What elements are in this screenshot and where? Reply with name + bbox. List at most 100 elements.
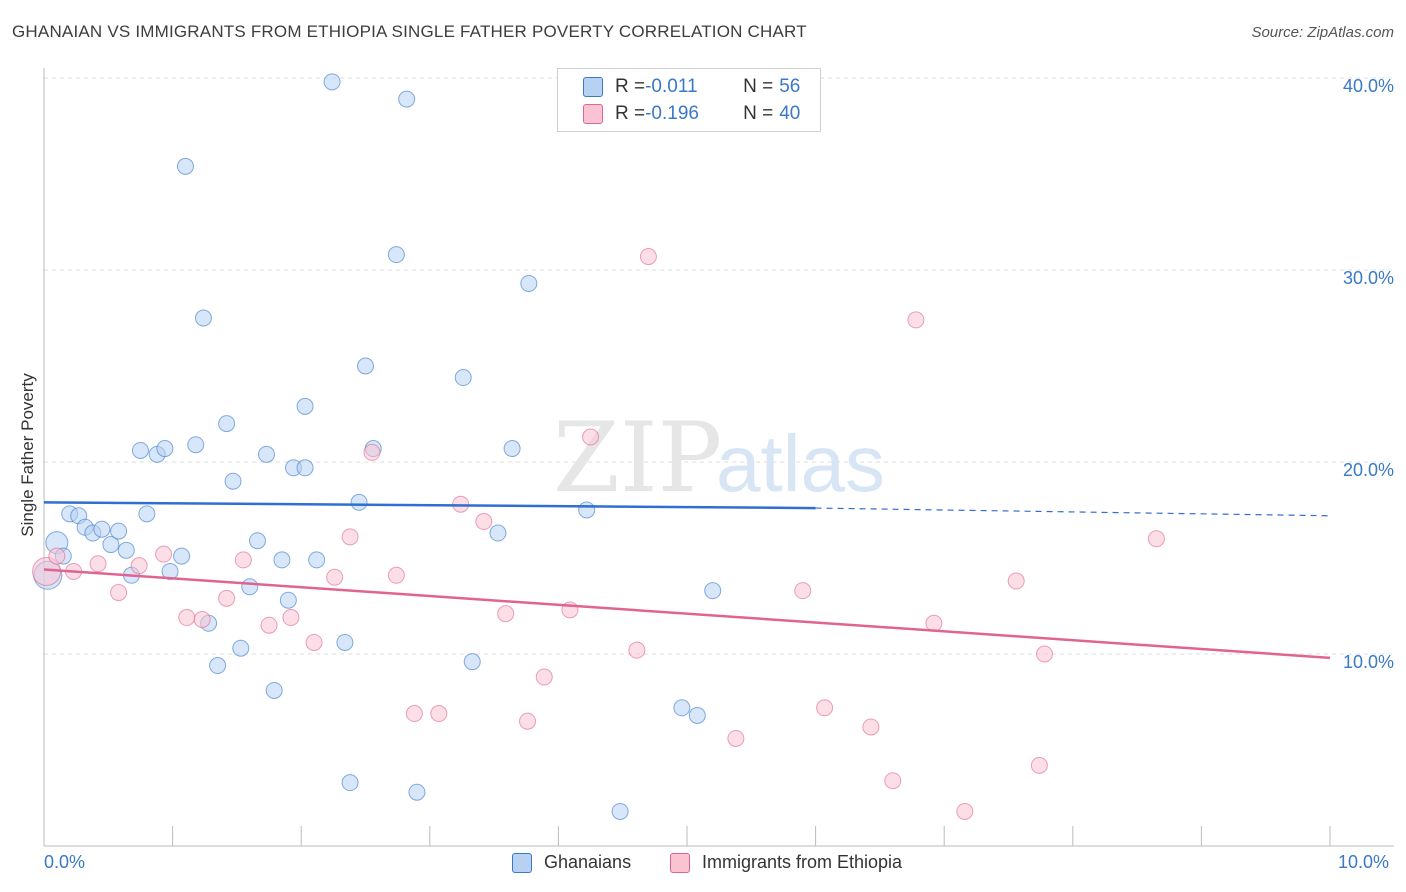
ghanaian-point — [341, 774, 359, 792]
ghanaian-point — [176, 157, 194, 175]
source-label: Source: ZipAtlas.com — [1251, 24, 1394, 41]
ethiopia-point — [387, 566, 405, 584]
ghanaian-point — [308, 551, 326, 569]
bottom-legend-swatch-blue — [512, 852, 532, 873]
ghanaian-point — [704, 582, 722, 600]
ghanaian-point — [102, 536, 120, 554]
ethiopia-point — [341, 528, 359, 546]
ethiopia-point — [1147, 530, 1165, 548]
ghanaian-point — [387, 246, 405, 264]
ethiopia-point — [907, 311, 925, 329]
ghanaian-point — [232, 639, 250, 657]
ethiopia-point — [956, 802, 974, 820]
ethiopia-point — [282, 609, 300, 627]
ethiopia-point — [405, 705, 423, 723]
ethiopia-point — [48, 547, 66, 565]
ethiopia-point — [475, 513, 493, 531]
x-tick-label-min: 0.0% — [44, 852, 86, 872]
ethiopia-point — [110, 584, 128, 602]
ghanaian-point — [463, 653, 481, 671]
ghanaian-point — [273, 551, 291, 569]
y-tick-label: 20.0% — [1342, 460, 1394, 480]
legend-n-value: 56 — [779, 76, 801, 97]
legend-n-label: N = — [743, 103, 774, 124]
ghanaian-point — [117, 541, 135, 559]
ghanaian-point — [503, 440, 521, 458]
bottom-legend-ghanaians: Ghanaians — [512, 852, 631, 873]
legend-n-value: 40 — [779, 103, 801, 124]
ethiopia-point — [862, 718, 880, 736]
ethiopia-point — [884, 772, 902, 790]
legend-row-ghanaians: R = -0.011 N = 56 — [558, 74, 800, 100]
ghanaian-point — [520, 274, 538, 292]
ghanaian-point — [156, 440, 174, 458]
y-tick-label: 10.0% — [1342, 652, 1394, 672]
ethiopia-point — [363, 443, 381, 461]
ghanaian-point — [279, 591, 297, 609]
ethiopia-point — [628, 641, 646, 659]
ghanaian-point — [611, 802, 629, 820]
ghanaian-point — [265, 681, 283, 699]
ghanaian-point — [194, 309, 212, 327]
ethiopia-point — [1030, 756, 1048, 774]
ethiopia-point — [794, 582, 812, 600]
y-tick-label: 40.0% — [1342, 76, 1394, 96]
series-name-ghanaians: Ghanaians — [544, 852, 632, 872]
ghanaian-point — [161, 562, 179, 580]
ghanaian-point — [257, 445, 275, 463]
ethiopia-point — [305, 633, 323, 651]
ethiopia-point — [130, 557, 148, 575]
bottom-legend-swatch-pink — [670, 852, 690, 873]
ghanaian-point — [224, 472, 242, 490]
ghanaian-point — [454, 369, 472, 387]
ghanaian-point — [688, 706, 706, 724]
ghanaian-point — [578, 501, 596, 519]
ghanaian-point — [131, 441, 149, 459]
chart-title: GHANAIAN VS IMMIGRANTS FROM ETHIOPIA SIN… — [12, 22, 807, 41]
ghanaian-point — [489, 524, 507, 542]
legend-r-label: R = — [615, 76, 646, 97]
ethiopia-trend-line — [43, 568, 1331, 660]
ghanaian-point — [138, 505, 156, 523]
ethiopia-point — [260, 616, 278, 634]
legend-swatch-blue — [583, 77, 603, 97]
bottom-legend-ethiopia: Immigrants from Ethiopia — [670, 852, 902, 873]
ethiopia-point — [178, 609, 196, 627]
watermark-zip: ZIP — [553, 402, 722, 514]
ghanaian-trend-line — [43, 501, 816, 510]
ghanaian-point — [357, 357, 374, 375]
ethiopia-point — [193, 610, 211, 628]
correlation-legend: R = -0.011 N = 56 R = -0.196 N = 40 — [557, 68, 821, 132]
ghanaian-trend-extension — [815, 507, 1331, 517]
ethiopia-point — [218, 589, 236, 607]
ghanaian-point — [93, 520, 111, 538]
ghanaian-point — [296, 397, 314, 415]
ethiopia-point — [925, 614, 943, 632]
ghanaian-point — [336, 633, 354, 651]
ethiopia-point — [1007, 572, 1025, 590]
ethiopia-point — [234, 551, 252, 569]
ghanaian-point — [241, 578, 259, 596]
ethiopia-point — [155, 545, 173, 563]
ghanaian-point — [296, 459, 314, 477]
x-tick-label-max: 10.0% — [1338, 852, 1390, 872]
ethiopia-point — [89, 555, 107, 573]
legend-swatch-pink — [583, 104, 603, 124]
legend-r-value: -0.196 — [645, 103, 699, 124]
ghanaian-point — [248, 532, 266, 550]
legend-r-label: R = — [615, 103, 646, 124]
ethiopia-point — [535, 668, 553, 686]
ghanaian-point — [110, 522, 128, 540]
ethiopia-point — [326, 568, 344, 586]
ethiopia-point — [639, 248, 657, 266]
y-tick-label: 30.0% — [1342, 268, 1394, 288]
ghanaian-point — [398, 90, 416, 108]
ethiopia-point — [497, 605, 515, 623]
ethiopia-point — [1036, 645, 1054, 663]
ghanaian-point — [173, 547, 191, 565]
ethiopia-point — [519, 712, 537, 730]
watermark-atlas: atlas — [716, 419, 885, 508]
legend-r-value: -0.011 — [645, 76, 698, 97]
ghanaian-point — [218, 415, 236, 433]
